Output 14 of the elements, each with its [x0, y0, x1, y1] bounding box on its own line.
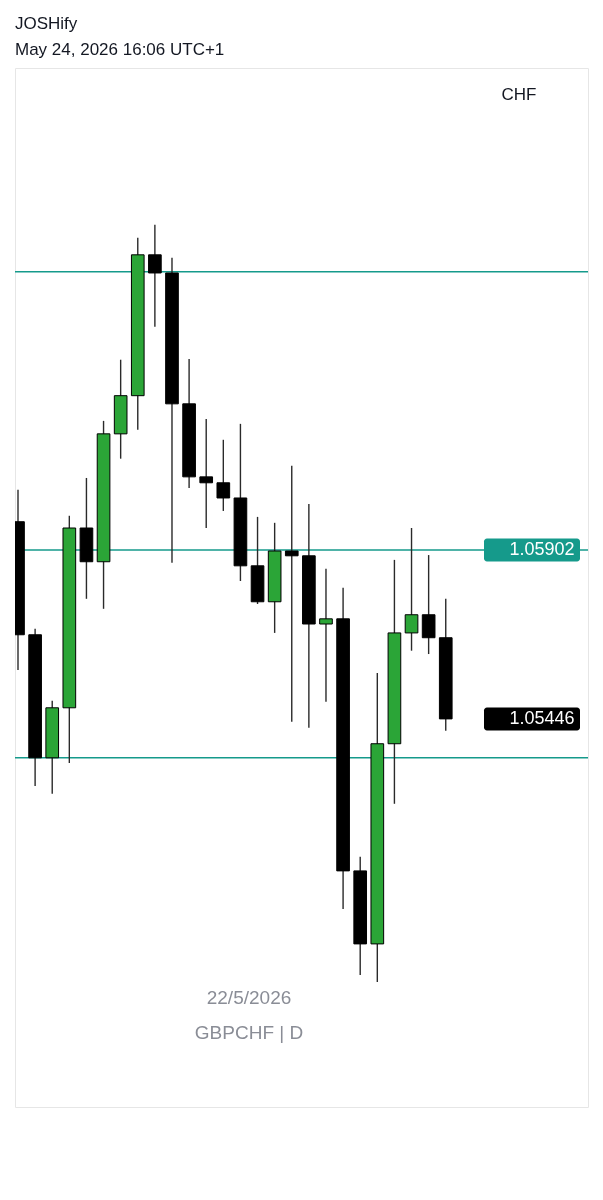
annotation: 22/5/2026 [206, 987, 292, 1008]
candlestick [421, 554, 436, 655]
candlestick [319, 568, 333, 703]
chart-title: JOSHify [15, 14, 78, 33]
candlestick [199, 418, 214, 529]
candlestick [284, 465, 299, 723]
y-tick-label: 1.05902 [509, 539, 575, 560]
candlestick [216, 439, 231, 512]
chart-subtitle: May 24, 2026 16:06 UTC+1 [15, 40, 225, 59]
candlestick [404, 527, 419, 652]
y-tick-label: 1.05446 [509, 708, 575, 729]
annotation: GBPCHF | D [194, 1022, 304, 1043]
text: CHF [501, 85, 537, 104]
candlestick [148, 224, 162, 328]
